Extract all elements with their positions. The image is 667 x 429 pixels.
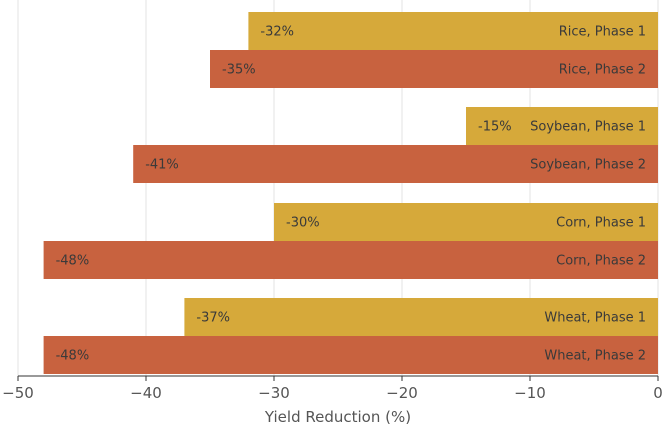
bar <box>466 107 658 145</box>
x-axis-title: Yield Reduction (%) <box>264 408 411 426</box>
x-tick-label: 0 <box>653 384 663 402</box>
x-tick-label: −20 <box>386 384 418 402</box>
bar-category-label: Rice, Phase 1 <box>559 25 646 40</box>
bar <box>43 241 659 279</box>
bar-category-label: Wheat, Phase 1 <box>544 311 646 326</box>
bar-category-label: Corn, Phase 2 <box>556 254 646 269</box>
bar-value-label: -48% <box>56 254 90 269</box>
x-tick-label: −30 <box>258 384 290 402</box>
bar-value-label: -48% <box>56 349 90 364</box>
bar <box>274 203 658 241</box>
bar <box>133 145 658 183</box>
bar-value-label: -30% <box>286 216 320 231</box>
bar <box>184 298 658 336</box>
bar-category-label: Soybean, Phase 1 <box>530 120 646 135</box>
bar-value-label: -41% <box>145 158 179 173</box>
bar-value-label: -37% <box>196 311 230 326</box>
bar-value-label: -15% <box>478 120 512 135</box>
x-tick-label: −10 <box>514 384 546 402</box>
x-tick-label: −50 <box>2 384 34 402</box>
bars: -32% Rice, Phase 1 -35% Rice, Phase 2 -15% So… <box>43 12 659 374</box>
bar-category-label: Corn, Phase 1 <box>556 216 646 231</box>
bar-value-label: -32% <box>260 25 294 40</box>
x-tick-label: −40 <box>130 384 162 402</box>
bar <box>210 50 658 88</box>
bar-value-label: -35% <box>222 63 256 78</box>
bar-category-label: Soybean, Phase 2 <box>530 158 646 173</box>
x-axis: −50 −40 −30 −20 −10 0 <box>2 375 663 402</box>
bar-category-label: Rice, Phase 2 <box>559 63 646 78</box>
bar <box>43 336 659 374</box>
bar <box>248 12 658 50</box>
bar-category-label: Wheat, Phase 2 <box>544 349 646 364</box>
